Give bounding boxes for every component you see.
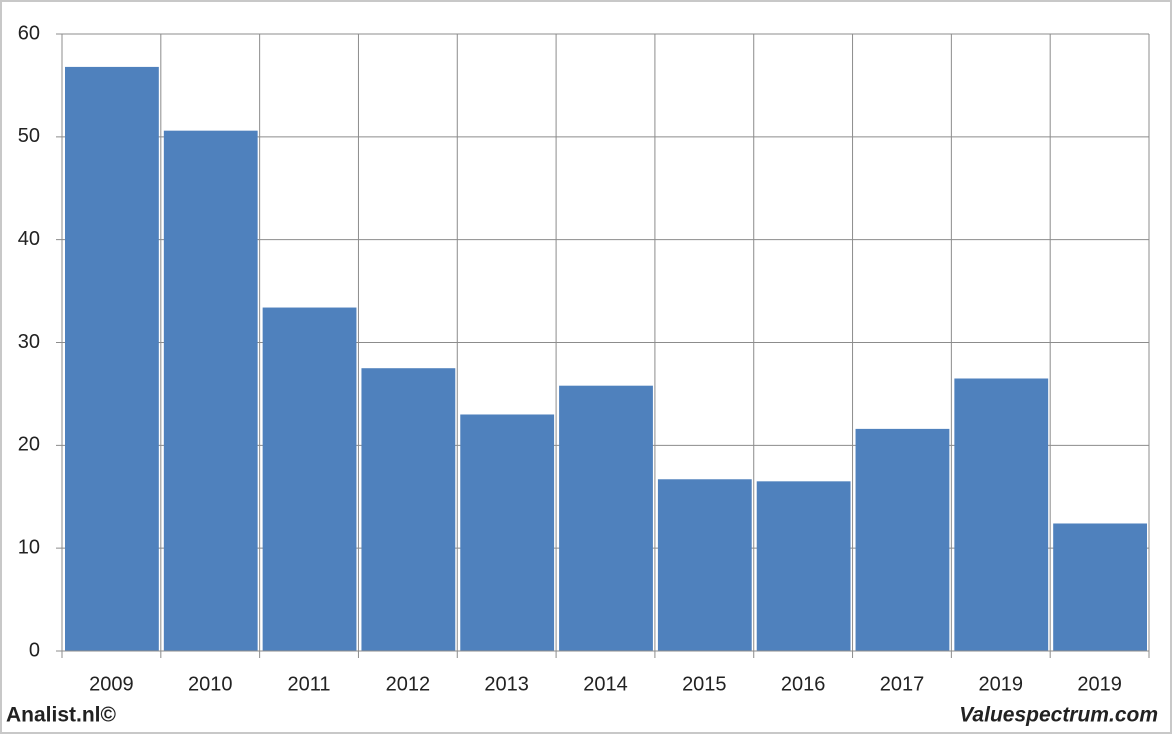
x-tick-label: 2014 xyxy=(583,673,628,695)
bar xyxy=(65,66,159,651)
bar xyxy=(1053,523,1147,651)
bar xyxy=(657,479,752,651)
bar xyxy=(361,368,456,651)
bar xyxy=(855,428,950,651)
y-tick-label: 20 xyxy=(18,434,40,456)
bar xyxy=(559,385,653,651)
x-tick-label: 2015 xyxy=(682,673,727,695)
x-tick-label: 2019 xyxy=(1077,673,1122,695)
x-tick-label: 2013 xyxy=(484,673,529,695)
y-tick-label: 30 xyxy=(18,331,40,353)
footer-right: Valuespectrum.com xyxy=(959,704,1158,727)
x-tick-label: 2012 xyxy=(386,673,431,695)
y-tick-label: 10 xyxy=(18,536,40,558)
bar xyxy=(756,481,851,651)
bar xyxy=(954,378,1049,651)
bar xyxy=(262,307,357,651)
x-tick-label: 2009 xyxy=(89,673,134,695)
x-tick-label: 2011 xyxy=(288,673,331,695)
bar xyxy=(163,130,258,651)
footer-left: Analist.nl© xyxy=(6,704,117,727)
y-tick-label: 60 xyxy=(18,22,40,44)
y-tick-label: 50 xyxy=(18,125,40,147)
y-tick-label: 0 xyxy=(29,639,40,661)
x-tick-label: 2019 xyxy=(979,673,1024,695)
bar xyxy=(460,414,555,651)
y-tick-label: 40 xyxy=(18,228,40,250)
x-tick-label: 2010 xyxy=(188,673,233,695)
x-tick-label: 2016 xyxy=(781,673,826,695)
x-tick-label: 2017 xyxy=(880,673,925,695)
